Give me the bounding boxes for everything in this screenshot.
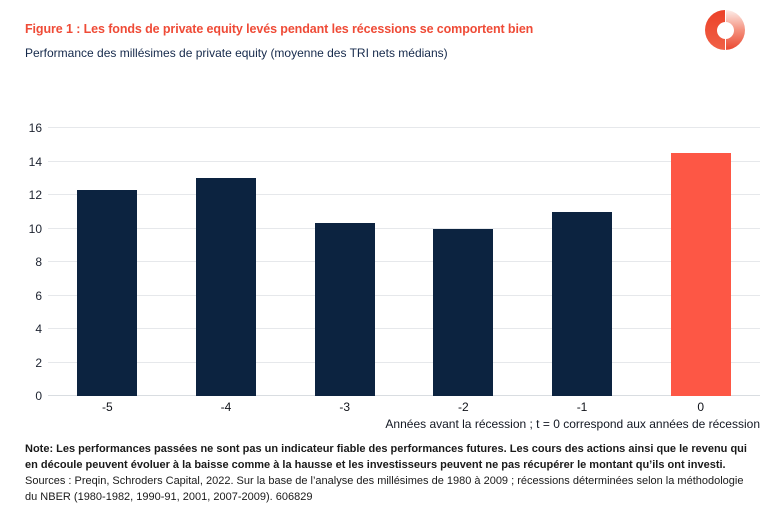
figure-subtitle: Performance des millésimes de private eq… xyxy=(25,46,448,60)
bar--3 xyxy=(314,223,375,396)
brand-logo-icon xyxy=(705,10,745,50)
x-tick-label: -1 xyxy=(576,400,588,414)
y-axis: 0 2 4 6 8 10 12 14 16 xyxy=(25,122,42,402)
footnote-line: en découle peuvent évoluer à la baisse c… xyxy=(25,459,726,471)
y-tick-label: 0 xyxy=(35,389,42,403)
brand-logo-hole xyxy=(716,21,734,39)
gridline xyxy=(48,395,760,396)
gridline xyxy=(48,328,760,329)
footnote-line: Sources : Preqin, Schroders Capital, 202… xyxy=(25,475,744,487)
y-tick-label: 14 xyxy=(28,154,42,169)
x-tick-label: 0 xyxy=(697,400,705,414)
bar-chart: 0 2 4 6 8 10 12 14 16 -5 -4 -3 -2 -1 0 Années avant l… xyxy=(25,122,760,431)
y-tick-label: 12 xyxy=(28,188,42,202)
gridline xyxy=(48,160,760,162)
bars xyxy=(48,128,760,396)
x-axis-label: Années avant la récession ; t = 0 corres… xyxy=(385,417,760,431)
brand-logo-right-half xyxy=(725,10,745,50)
bar-0 xyxy=(670,153,731,396)
bar--1 xyxy=(551,211,612,396)
bar--4 xyxy=(195,178,256,396)
x-tick-label: -2 xyxy=(458,400,469,414)
y-tick-label: 8 xyxy=(35,255,42,269)
y-tick-label: 6 xyxy=(35,288,42,303)
bar--2 xyxy=(433,228,494,396)
footnote: Note: Les performances passées ne sont p… xyxy=(25,441,765,505)
y-tick-label: 4 xyxy=(35,322,42,336)
x-axis-tick-labels: -5 -4 -3 -2 -1 0 xyxy=(48,401,760,413)
bar--5 xyxy=(77,189,138,396)
x-tick-label: -3 xyxy=(339,400,351,414)
gridline xyxy=(48,127,760,128)
footnote-line: Note: Les performances passées ne sont p… xyxy=(25,443,747,455)
x-tick-label: -4 xyxy=(220,400,232,414)
gridline xyxy=(48,194,760,195)
gridline xyxy=(48,361,760,363)
gridline xyxy=(48,261,760,262)
x-tick-label: -5 xyxy=(102,400,113,414)
y-tick-label: 16 xyxy=(28,121,42,135)
y-tick-label: 2 xyxy=(35,355,42,370)
gridline xyxy=(48,294,760,296)
brand-logo-left-half xyxy=(705,10,725,50)
y-tick-label: 10 xyxy=(28,221,42,236)
footnote-line: du NBER (1980-1982, 1990-91, 2001, 2007-… xyxy=(25,491,313,503)
figure-title: Figure 1 : Les fonds de private equity l… xyxy=(25,22,534,36)
gridline xyxy=(48,227,760,229)
plot-area xyxy=(48,127,760,396)
